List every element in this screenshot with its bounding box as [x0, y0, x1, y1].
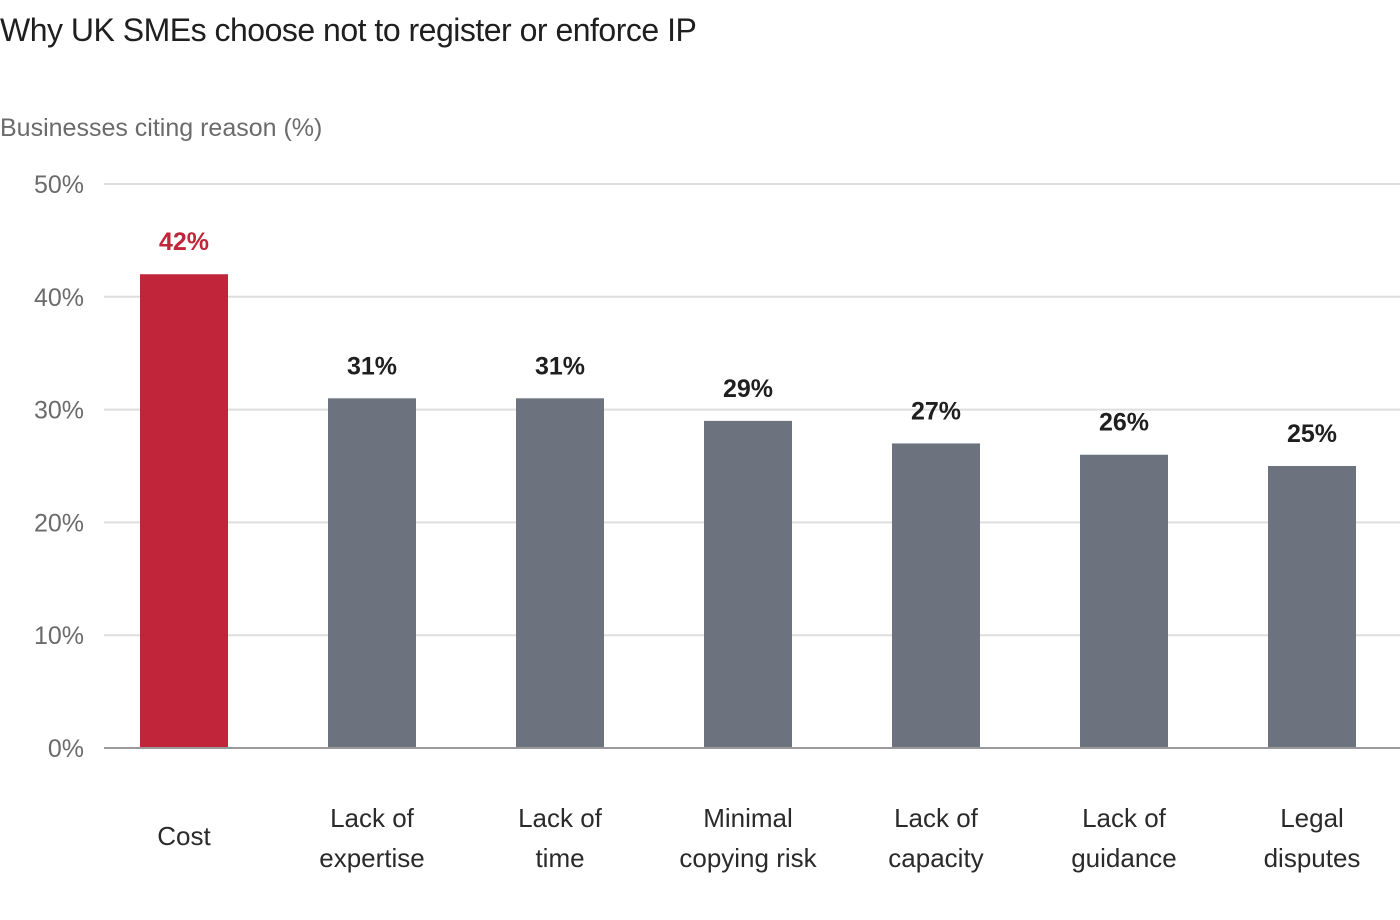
- bar: [1268, 466, 1356, 748]
- bar-value-label: 31%: [347, 352, 397, 380]
- y-tick-label: 50%: [34, 171, 84, 199]
- x-tick-label: Cost: [157, 821, 211, 851]
- bar-value-label: 42%: [159, 228, 209, 256]
- y-tick-label: 20%: [34, 509, 84, 537]
- bar: [892, 443, 980, 748]
- x-tick-label: Lack of time: [518, 803, 603, 873]
- y-tick-label: 10%: [34, 622, 84, 650]
- bar-value-label: 31%: [535, 352, 585, 380]
- x-tick-label: Minimal copying risk: [679, 803, 817, 873]
- x-tick-label: Lack of expertise: [319, 803, 425, 873]
- y-tick-label: 0%: [48, 735, 84, 763]
- bar: [1080, 454, 1168, 748]
- y-tick-label: 30%: [34, 397, 84, 425]
- x-tick-label: Lack of capacity: [888, 803, 983, 873]
- bar-value-label: 27%: [911, 397, 961, 425]
- x-tick-label: Lack of guidance: [1071, 803, 1177, 873]
- bar: [140, 274, 228, 748]
- bar: [516, 398, 604, 748]
- y-axis-label: Businesses citing reason (%): [0, 114, 323, 142]
- y-tick-label: 40%: [34, 284, 84, 312]
- chart-title: Why UK SMEs choose not to register or en…: [0, 12, 697, 48]
- bar-value-label: 26%: [1099, 409, 1149, 437]
- bar-value-label: 29%: [723, 375, 773, 403]
- bar: [704, 420, 792, 748]
- x-tick-label: Legal disputes: [1264, 803, 1361, 873]
- bar: [328, 398, 416, 748]
- bar-value-label: 25%: [1287, 420, 1337, 448]
